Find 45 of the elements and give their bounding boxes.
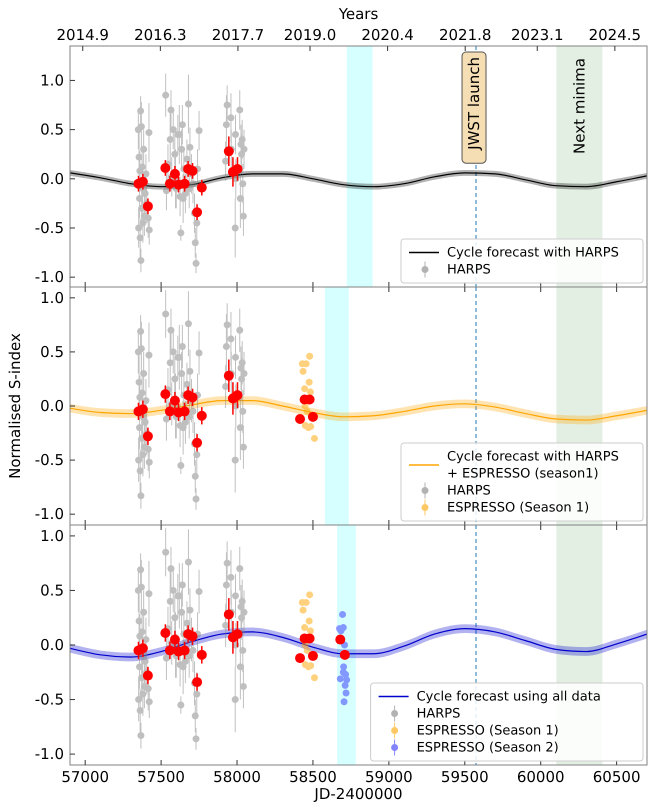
- legend-label: HARPS: [447, 483, 491, 498]
- x-tick-label: 57500: [137, 768, 185, 786]
- x-tick-label: 59500: [440, 768, 489, 786]
- x2-tick-label: 2019.0: [284, 26, 336, 44]
- y-tick-label: -0.5: [34, 451, 64, 470]
- x2-axis-title: Years: [338, 5, 378, 23]
- y-tick-label: -0.5: [34, 218, 64, 237]
- legend-label: Cycle forecast with HARPS: [447, 245, 619, 260]
- x-tick-label: 57000: [61, 768, 110, 786]
- y-tick-label: 0.0: [40, 636, 64, 654]
- legend-label: HARPS: [447, 262, 491, 277]
- y-tick-label: -0.5: [34, 690, 64, 709]
- x2-tick-label: 2014.9: [56, 26, 109, 44]
- legend-label: ESPRESSO (Season 1): [416, 723, 559, 738]
- y-tick-label: -1.0: [34, 268, 64, 286]
- x-tick-label: 58500: [289, 768, 337, 786]
- y-tick-label: -1.0: [34, 505, 64, 524]
- band-label: Next minima: [570, 58, 588, 154]
- y-tick-label: 1.0: [40, 71, 64, 90]
- x-tick-label: 59000: [365, 768, 413, 786]
- x2-tick-label: 2016.3: [134, 26, 187, 44]
- y-tick-label: -1.0: [34, 745, 64, 764]
- x2-tick-label: 2020.4: [361, 26, 414, 44]
- y-tick-label: 1.0: [40, 288, 64, 307]
- y-axis-title: Normalised S-index: [6, 333, 24, 479]
- x-tick-label: 60000: [516, 768, 565, 786]
- y-tick-label: 0.5: [40, 120, 64, 139]
- legend-label: ESPRESSO (Season 2): [416, 740, 559, 755]
- y-tick-label: 1.0: [40, 526, 64, 545]
- y-tick-label: 0.0: [40, 170, 64, 188]
- x2-tick-label: 2023.1: [511, 26, 564, 44]
- x2-tick-label: 2021.8: [438, 26, 492, 44]
- x2-tick-label: 2024.5: [588, 26, 642, 44]
- y-tick-label: 0.5: [40, 342, 64, 361]
- x-axis-title: JD-2400000: [313, 785, 403, 803]
- x-tick-label: 58000: [213, 768, 261, 786]
- x-tick-label: 60500: [592, 768, 640, 786]
- y-tick-label: 0.5: [40, 581, 64, 600]
- legend-label: HARPS: [416, 706, 460, 721]
- y-tick-label: 0.0: [40, 397, 64, 415]
- legend-label: ESPRESSO (Season 1): [447, 500, 590, 515]
- ref-line-label: JWST launch: [465, 57, 484, 151]
- legend-label: Cycle forecast with HARPS + ESPRESSO (season1): [447, 449, 619, 481]
- x2-tick-label: 2017.7: [212, 26, 264, 44]
- legend-label: Cycle forecast using all data: [416, 689, 601, 704]
